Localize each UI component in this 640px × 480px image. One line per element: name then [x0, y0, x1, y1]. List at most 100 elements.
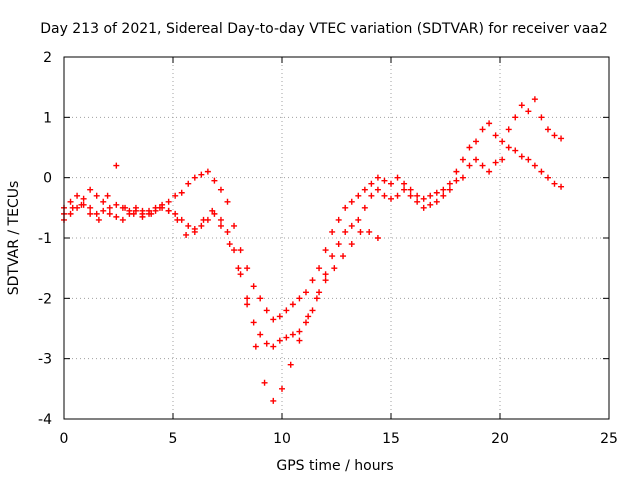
data-point-plus	[531, 162, 538, 169]
data-point-plus	[198, 171, 205, 178]
data-point-plus	[217, 222, 224, 229]
data-point-plus	[279, 385, 285, 392]
data-point-plus	[250, 319, 257, 326]
data-point-plus	[340, 253, 347, 260]
data-point-plus	[237, 271, 244, 278]
data-point-plus	[479, 126, 486, 133]
data-point-plus	[374, 174, 381, 181]
data-point-plus	[329, 228, 336, 235]
data-point-plus	[355, 192, 362, 199]
y-tick-label: 2	[43, 50, 52, 66]
data-point-plus	[331, 265, 338, 272]
data-point-plus	[276, 313, 283, 320]
data-point-plus	[322, 271, 329, 278]
data-point-plus	[185, 222, 192, 229]
data-point-plus	[283, 307, 290, 314]
data-point-plus	[231, 247, 238, 254]
data-point-plus	[335, 216, 342, 223]
data-point-plus	[283, 334, 290, 341]
data-point-plus	[302, 289, 309, 296]
y-tick-label: -2	[38, 291, 52, 307]
data-point-plus	[512, 114, 519, 121]
data-point-plus	[204, 168, 211, 175]
data-point-plus	[198, 222, 205, 229]
y-tick-label: 0	[43, 171, 52, 187]
data-point-plus	[368, 180, 375, 187]
y-tick-label: 1	[43, 110, 52, 126]
data-point-plus	[67, 210, 74, 217]
data-point-plus	[100, 198, 107, 205]
data-point-plus	[224, 228, 231, 235]
data-point-plus	[93, 192, 100, 199]
data-point-plus	[401, 180, 408, 187]
data-point-plus	[374, 186, 381, 193]
data-point-plus	[505, 126, 512, 133]
data-point-plus	[381, 177, 388, 184]
data-point-plus	[446, 180, 453, 187]
data-point-plus	[191, 174, 198, 181]
series-layer	[61, 96, 565, 404]
data-point-plus	[361, 204, 368, 211]
data-point-plus	[69, 204, 76, 211]
data-point-plus	[287, 361, 294, 368]
data-point-plus	[357, 228, 364, 235]
data-point-plus	[74, 192, 81, 199]
data-point-plus	[348, 222, 355, 229]
data-point-plus	[466, 144, 473, 151]
data-point-plus	[401, 186, 408, 193]
x-tick-label: 20	[491, 431, 509, 447]
data-point-plus	[261, 379, 268, 386]
data-point-plus	[296, 295, 303, 302]
data-point-plus	[309, 277, 316, 284]
data-point-plus	[302, 319, 309, 326]
data-point-plus	[433, 189, 440, 196]
data-point-plus	[558, 183, 565, 190]
data-point-plus	[87, 186, 94, 193]
data-point-plus	[374, 235, 381, 241]
data-point-plus	[558, 135, 565, 142]
data-point-plus	[244, 301, 251, 308]
data-point-plus	[388, 195, 394, 202]
data-point-plus	[440, 192, 447, 199]
data-point-plus	[263, 307, 270, 314]
data-point-plus	[165, 207, 172, 214]
data-point-plus	[152, 207, 159, 214]
data-point-plus	[348, 198, 355, 205]
data-point-plus	[316, 289, 323, 296]
data-point-plus	[224, 198, 231, 205]
data-point-plus	[538, 168, 545, 175]
data-point-plus	[420, 204, 427, 211]
data-point-plus	[183, 231, 190, 238]
data-point-plus	[139, 213, 146, 220]
data-point-plus	[156, 204, 163, 211]
series-arc-2	[61, 144, 565, 350]
data-point-plus	[296, 337, 303, 344]
data-point-plus	[427, 192, 434, 199]
data-point-plus	[544, 126, 551, 133]
data-point-plus	[122, 204, 129, 211]
data-point-plus	[106, 204, 113, 211]
data-point-plus	[100, 207, 107, 214]
data-point-plus	[217, 216, 224, 223]
data-point-plus	[217, 186, 224, 193]
x-axis-title: GPS time / hours	[276, 458, 393, 474]
data-point-plus	[305, 313, 312, 320]
data-point-plus	[525, 156, 532, 163]
data-point-plus	[87, 210, 94, 217]
data-point-plus	[551, 180, 558, 187]
data-point-plus	[119, 216, 126, 223]
data-point-plus	[473, 156, 480, 163]
data-point-plus	[78, 201, 85, 208]
data-point-plus	[252, 343, 259, 350]
data-point-plus	[440, 186, 447, 193]
data-point-plus	[531, 96, 538, 103]
data-point-plus	[329, 253, 336, 260]
data-point-plus	[525, 108, 532, 115]
data-point-plus	[231, 222, 238, 229]
data-point-plus	[148, 210, 155, 217]
data-point-plus	[414, 192, 421, 199]
data-point-plus	[407, 186, 414, 193]
data-point-plus	[289, 331, 296, 338]
data-point-plus	[316, 265, 323, 272]
data-point-plus	[309, 307, 316, 314]
